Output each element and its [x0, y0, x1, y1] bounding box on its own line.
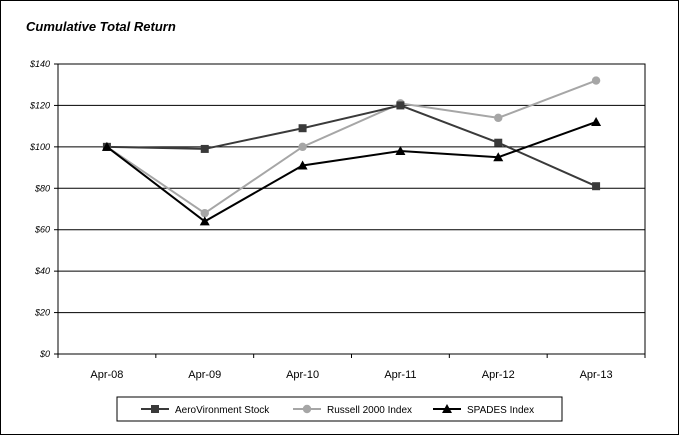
y-tick-label: $120 — [29, 100, 50, 110]
data-point-aerovironment-stock — [494, 138, 503, 147]
x-tick-label: Apr-12 — [482, 369, 515, 381]
plot-area — [57, 63, 646, 355]
y-tick-label: $0 — [39, 349, 50, 359]
data-point-spades-index — [493, 152, 504, 162]
x-tick-label: Apr-08 — [90, 369, 123, 381]
data-point-spades-index — [101, 141, 112, 151]
y-tick-label: $20 — [34, 308, 50, 318]
data-point-aerovironment-stock — [396, 101, 405, 110]
x-tick-label: Apr-10 — [286, 369, 319, 381]
legend-marker-russell-2000-index — [302, 404, 312, 414]
data-point-russell-2000-index — [494, 113, 503, 123]
data-point-russell-2000-index — [200, 208, 209, 218]
series-line-russell-2000-index — [106, 79, 597, 215]
data-point-aerovironment-stock — [200, 144, 209, 153]
data-point-russell-2000-index — [591, 76, 601, 85]
x-tick-label: Apr-11 — [384, 369, 416, 381]
y-tick-label: $140 — [29, 59, 50, 69]
data-point-aerovironment-stock — [592, 182, 601, 191]
y-tick-label: $80 — [34, 183, 50, 193]
data-point-spades-index — [199, 216, 210, 226]
chart-title: Cumulative Total Return — [26, 19, 176, 34]
data-point-spades-index — [395, 146, 406, 155]
series-line-aerovironment-stock — [106, 104, 597, 188]
x-tick-label: Apr-13 — [580, 369, 613, 381]
legend-label-spades-index: SPADES Index — [467, 405, 534, 416]
y-tick-label: $40 — [34, 266, 50, 276]
data-point-russell-2000-index — [298, 142, 307, 152]
legend-label-aerovironment-stock: AeroVironment Stock — [175, 405, 270, 416]
data-point-spades-index — [297, 160, 308, 170]
series-line-spades-index — [106, 121, 597, 223]
y-tick-label: $100 — [29, 142, 50, 152]
data-point-spades-index — [591, 117, 602, 126]
data-point-aerovironment-stock — [298, 124, 307, 133]
legend — [116, 396, 563, 422]
x-tick-label: Apr-09 — [188, 369, 221, 381]
y-tick-label: $60 — [34, 225, 50, 235]
legend-marker-aerovironment-stock — [151, 405, 159, 413]
legend-marker-spades-index — [442, 404, 452, 413]
legend-label-russell-2000-index: Russell 2000 Index — [327, 405, 412, 416]
